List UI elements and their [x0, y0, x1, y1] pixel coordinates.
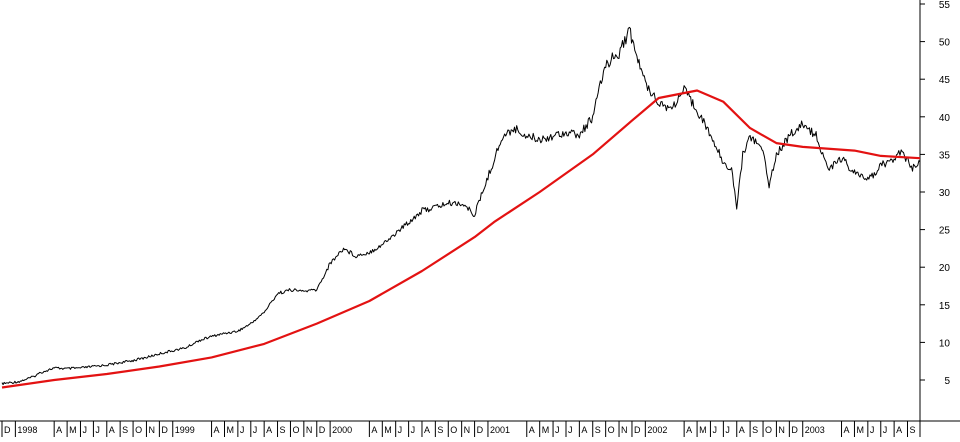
y-tick-label: 45 — [939, 75, 951, 86]
x-tick-label: M — [69, 425, 77, 435]
x-tick-label: A — [844, 425, 850, 435]
x-tick-label: J — [725, 425, 730, 435]
y-tick-label: 35 — [939, 150, 951, 161]
x-tick-label: N — [306, 425, 313, 435]
x-tick-label: S — [752, 425, 758, 435]
x-tick-label: 1998 — [17, 425, 37, 435]
x-tick-label: A — [109, 425, 115, 435]
x-tick-label: J — [82, 425, 87, 435]
x-tick-label: S — [595, 425, 601, 435]
y-tick-label: 55 — [939, 0, 951, 11]
x-tick-label: O — [450, 425, 457, 435]
x-tick-label: A — [896, 425, 902, 435]
x-tick-label: A — [371, 425, 377, 435]
x-tick-label: A — [581, 425, 587, 435]
x-tick-label: A — [424, 425, 430, 435]
x-tick-label: S — [280, 425, 286, 435]
x-tick-label: J — [95, 425, 100, 435]
y-tick-label: 30 — [939, 188, 951, 199]
x-tick-label: J — [555, 425, 560, 435]
x-tick-label: M — [699, 425, 707, 435]
x-tick-label: 2001 — [490, 425, 510, 435]
y-tick-label: 20 — [939, 263, 951, 274]
x-tick-label: S — [437, 425, 443, 435]
x-tick-label: O — [608, 425, 615, 435]
x-tick-label: J — [870, 425, 875, 435]
x-tick-label: D — [634, 425, 641, 435]
x-tick-label: J — [398, 425, 403, 435]
x-tick-label: D — [477, 425, 484, 435]
x-tick-label: N — [148, 425, 155, 435]
y-tick-label: 5 — [944, 376, 950, 387]
x-tick-label: D — [791, 425, 798, 435]
x-tick-label: O — [292, 425, 299, 435]
x-tick-label: 2000 — [332, 425, 352, 435]
x-tick-label: J — [712, 425, 717, 435]
x-tick-label: A — [214, 425, 220, 435]
x-tick-label: J — [253, 425, 258, 435]
x-tick-label: N — [464, 425, 471, 435]
x-tick-label: 1999 — [175, 425, 195, 435]
x-tick-label: 2003 — [805, 425, 825, 435]
x-tick-label: A — [529, 425, 535, 435]
x-tick-label: O — [765, 425, 772, 435]
moving-average-line — [1, 89, 921, 389]
y-tick-label: 40 — [939, 113, 951, 124]
x-tick-label: N — [778, 425, 785, 435]
x-tick-label: S — [122, 425, 128, 435]
y-tick-label: 25 — [939, 226, 951, 237]
x-tick-label: M — [856, 425, 864, 435]
x-tick-label: A — [686, 425, 692, 435]
x-tick-label: J — [411, 425, 416, 435]
x-tick-label: A — [266, 425, 272, 435]
y-tick-label: 15 — [939, 301, 951, 312]
y-tick-label: 50 — [939, 38, 951, 49]
y-tick-label: 10 — [939, 338, 951, 349]
series-layer — [1, 26, 921, 389]
x-tick-label: N — [621, 425, 628, 435]
x-tick-label: J — [568, 425, 573, 435]
x-tick-label: D — [319, 425, 326, 435]
x-tick-label: D — [161, 425, 168, 435]
x-tick-label: J — [240, 425, 245, 435]
x-tick-label: M — [384, 425, 392, 435]
x-tick-label: M — [226, 425, 234, 435]
x-tick-label: M — [542, 425, 550, 435]
x-tick-label: 2002 — [647, 425, 667, 435]
x-tick-label: A — [739, 425, 745, 435]
x-tick-label: S — [909, 425, 915, 435]
x-tick-label: D — [4, 425, 11, 435]
price-line — [1, 26, 921, 386]
x-tick-label: A — [56, 425, 62, 435]
x-tick-label: J — [883, 425, 888, 435]
x-tick-label: O — [135, 425, 142, 435]
